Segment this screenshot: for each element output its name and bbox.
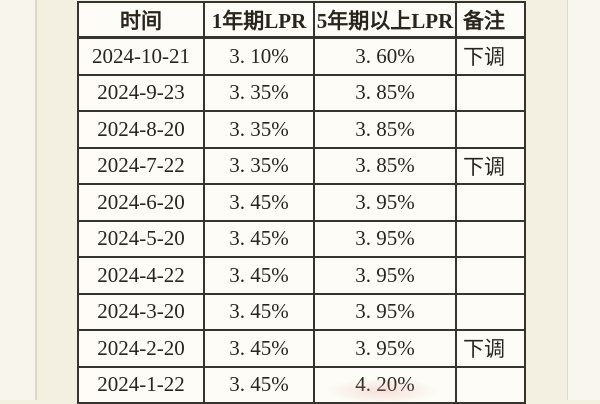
date-cell: 2024-10-21 bbox=[77, 36, 205, 76]
lpr-5y-cell: 3. 60% bbox=[313, 36, 457, 76]
table-row: 2024-9-23 3. 35% 3. 85% bbox=[77, 73, 526, 112]
date-cell: 2024-2-20 bbox=[77, 329, 205, 368]
note-cell bbox=[455, 219, 526, 258]
date-cell: 2024-4-22 bbox=[77, 256, 205, 295]
lpr-1y-cell: 3. 45% bbox=[203, 183, 315, 222]
lpr-1y-cell: 3. 35% bbox=[203, 146, 315, 185]
note-cell: 下调 bbox=[455, 329, 526, 368]
lpr-5y-cell: 3. 85% bbox=[313, 73, 457, 112]
lpr-5y-cell: 3. 85% bbox=[313, 110, 457, 149]
note-cell bbox=[455, 365, 526, 404]
lpr-1y-cell: 3. 35% bbox=[203, 110, 315, 149]
note-cell: 下调 bbox=[455, 36, 526, 76]
lpr-rate-table: 时间 1年期LPR 5年期以上LPR 备注 2024-10-21 3. 10% 3.… bbox=[77, 1, 526, 404]
table-row: 2024-4-22 3. 45% 3. 95% bbox=[77, 256, 526, 295]
table-row: 2024-8-20 3. 35% 3. 85% bbox=[77, 110, 526, 149]
date-cell: 2024-8-20 bbox=[77, 110, 205, 149]
lpr-1y-cell: 3. 10% bbox=[203, 36, 315, 76]
header-row: 时间 1年期LPR 5年期以上LPR 备注 bbox=[77, 1, 526, 39]
lpr-1y-cell: 3. 45% bbox=[203, 256, 315, 295]
table-row: 2024-6-20 3. 45% 3. 95% bbox=[77, 183, 526, 222]
table-row: 2024-5-20 3. 45% 3. 95% bbox=[77, 219, 526, 258]
note-cell bbox=[455, 110, 526, 149]
note-cell: 下调 bbox=[455, 146, 526, 185]
table-row: 2024-3-20 3. 45% 3. 95% bbox=[77, 292, 526, 331]
note-cell bbox=[455, 292, 526, 331]
lpr-1y-cell: 3. 45% bbox=[203, 329, 315, 368]
table-row: 2024-7-22 3. 35% 3. 85% 下调 bbox=[77, 146, 526, 185]
date-cell: 2024-6-20 bbox=[77, 183, 205, 222]
lpr-1y-cell: 3. 35% bbox=[203, 73, 315, 112]
date-cell: 2024-3-20 bbox=[77, 292, 205, 331]
lpr-5y-cell: 3. 95% bbox=[313, 292, 457, 331]
date-cell: 2024-5-20 bbox=[77, 219, 205, 258]
table-row: 2024-2-20 3. 45% 3. 95% 下调 bbox=[77, 329, 526, 368]
lpr-5y-cell: 4. 20% bbox=[313, 365, 457, 404]
background-right-strip bbox=[567, 0, 600, 400]
col-header-note: 备注 bbox=[455, 1, 526, 39]
date-cell: 2024-7-22 bbox=[77, 146, 205, 185]
col-header-lpr-5y: 5年期以上LPR bbox=[313, 1, 457, 39]
date-cell: 2024-9-23 bbox=[77, 73, 205, 112]
lpr-5y-cell: 3. 95% bbox=[313, 256, 457, 295]
note-cell bbox=[455, 183, 526, 222]
lpr-1y-cell: 3. 45% bbox=[203, 292, 315, 331]
note-cell bbox=[455, 73, 526, 112]
background-left-strip bbox=[0, 0, 37, 400]
lpr-1y-cell: 3. 45% bbox=[203, 219, 315, 258]
lpr-5y-cell: 3. 95% bbox=[313, 329, 457, 368]
table-row: 2024-10-21 3. 10% 3. 60% 下调 bbox=[77, 36, 526, 76]
col-header-lpr-1y: 1年期LPR bbox=[203, 1, 315, 39]
table-row: 2024-1-22 3. 45% 4. 20% bbox=[77, 365, 526, 404]
lpr-5y-cell: 3. 95% bbox=[313, 183, 457, 222]
note-cell bbox=[455, 256, 526, 295]
date-cell: 2024-1-22 bbox=[77, 365, 205, 404]
col-header-date: 时间 bbox=[77, 1, 205, 39]
lpr-5y-cell: 3. 85% bbox=[313, 146, 457, 185]
lpr-5y-cell: 3. 95% bbox=[313, 219, 457, 258]
lpr-1y-cell: 3. 45% bbox=[203, 365, 315, 404]
